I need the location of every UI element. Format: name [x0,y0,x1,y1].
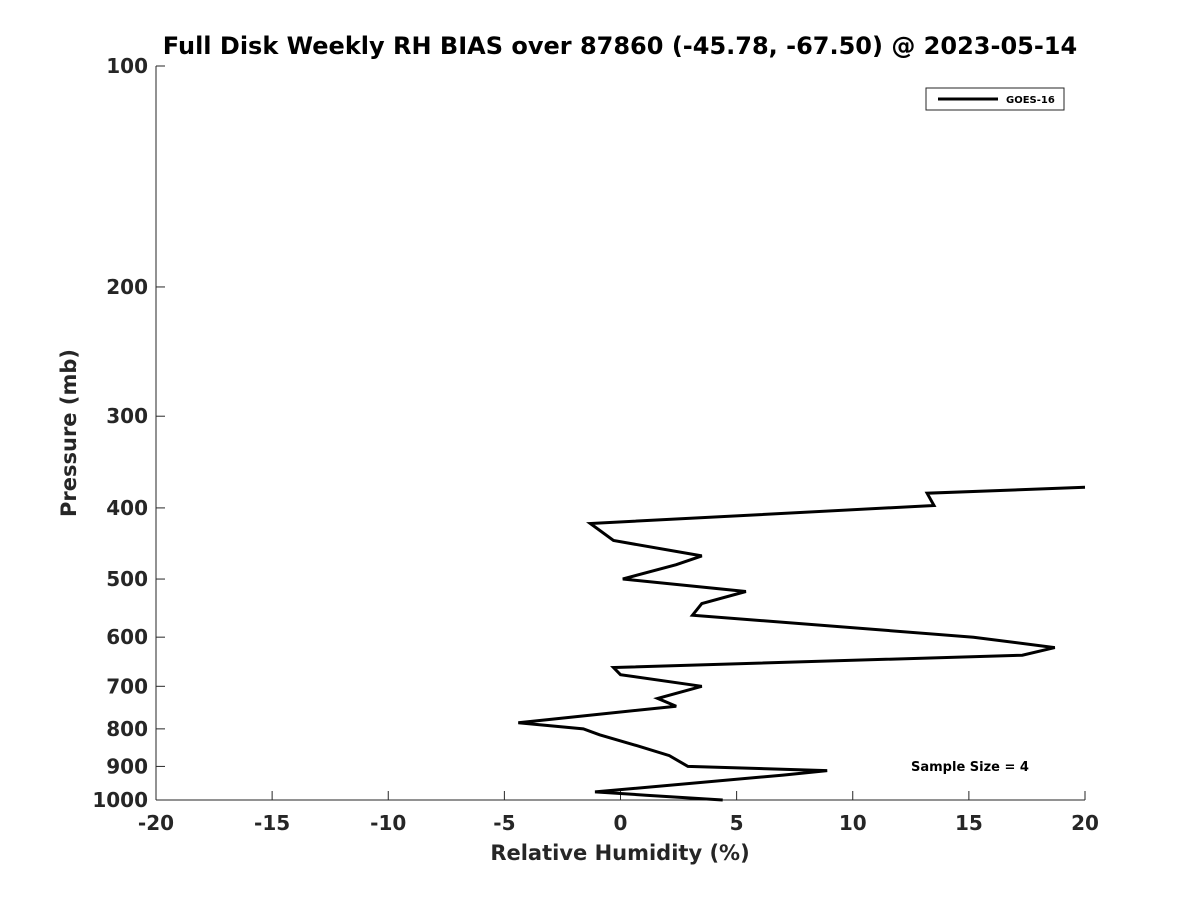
y-tick-label: 600 [106,625,148,649]
series-line-goes-16 [518,485,1086,802]
y-tick-label: 1000 [92,788,148,812]
x-tick-label: 0 [614,811,628,835]
x-tick-label: 10 [839,811,867,835]
y-tick-label: 300 [106,404,148,428]
y-tick-label: 700 [106,674,148,698]
y-tick-label: 200 [106,275,148,299]
legend-entry-label: GOES-16 [1006,95,1055,106]
x-tick-label: -15 [254,811,290,835]
y-tick-label: 900 [106,754,148,778]
series-layer [518,485,1086,802]
y-tick-label: 500 [106,567,148,591]
chart-title: Full Disk Weekly RH BIAS over 87860 (-45… [163,32,1077,60]
x-axis-ticks: -20 -15 -10 -5 0 5 10 15 20 [138,791,1099,835]
x-tick-label: -10 [370,811,406,835]
x-tick-label: 5 [730,811,744,835]
y-tick-label: 400 [106,496,148,520]
x-tick-label: 20 [1071,811,1099,835]
x-tick-label: 15 [955,811,983,835]
legend: GOES-16 [925,87,1065,111]
y-tick-label: 800 [106,717,148,741]
y-tick-label: 100 [106,54,148,78]
sample-size-annotation: Sample Size = 4 [911,760,1029,775]
y-axis-label: Pressure (mb) [57,349,81,517]
x-tick-label: -20 [138,811,174,835]
y-axis-ticks: 100 200 300 400 500 600 700 800 900 1000 [92,54,165,812]
x-axis-label: Relative Humidity (%) [490,841,749,865]
x-tick-label: -5 [493,811,515,835]
